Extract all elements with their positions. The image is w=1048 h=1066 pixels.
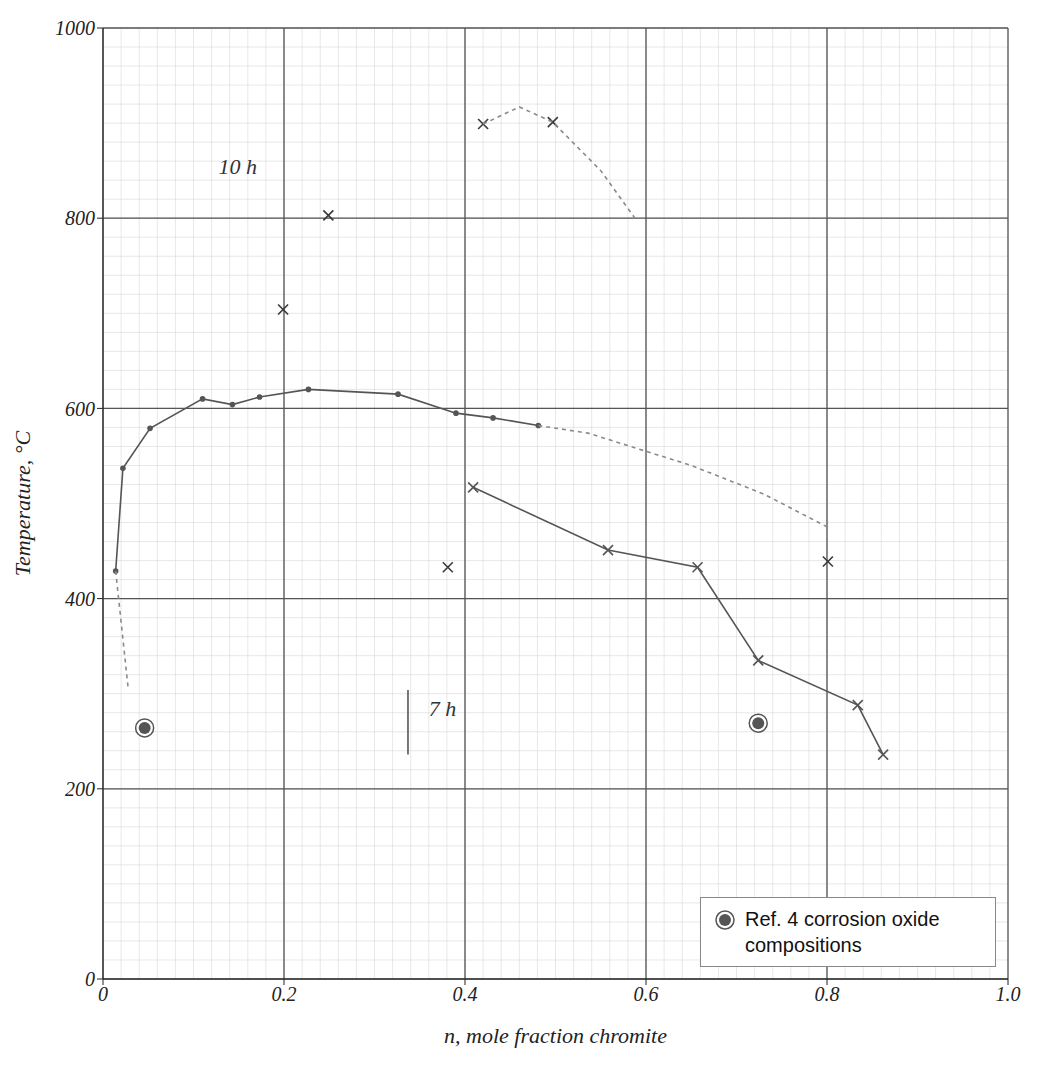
svg-text:0: 0 <box>98 983 108 1005</box>
svg-text:0.8: 0.8 <box>815 983 840 1005</box>
svg-text:Temperature, °C: Temperature, °C <box>10 431 35 577</box>
svg-text:n, mole fraction chromite: n, mole fraction chromite <box>444 1023 667 1048</box>
svg-text:400: 400 <box>65 588 95 610</box>
svg-text:0.4: 0.4 <box>453 983 478 1005</box>
svg-text:10 h: 10 h <box>219 154 258 179</box>
svg-text:0.6: 0.6 <box>634 983 659 1005</box>
svg-text:0: 0 <box>85 968 95 990</box>
svg-text:1.0: 1.0 <box>996 983 1021 1005</box>
svg-text:600: 600 <box>65 398 95 420</box>
svg-text:200: 200 <box>65 778 95 800</box>
html-text:Ref. 4 corrosion oxide composi: Ref. 4 corrosion oxide compositions <box>745 908 940 956</box>
svg-text:800: 800 <box>65 207 95 229</box>
svg-text:0.2: 0.2 <box>272 983 297 1005</box>
svg-text:7 h: 7 h <box>429 696 457 721</box>
svg-text:1000: 1000 <box>55 17 95 39</box>
